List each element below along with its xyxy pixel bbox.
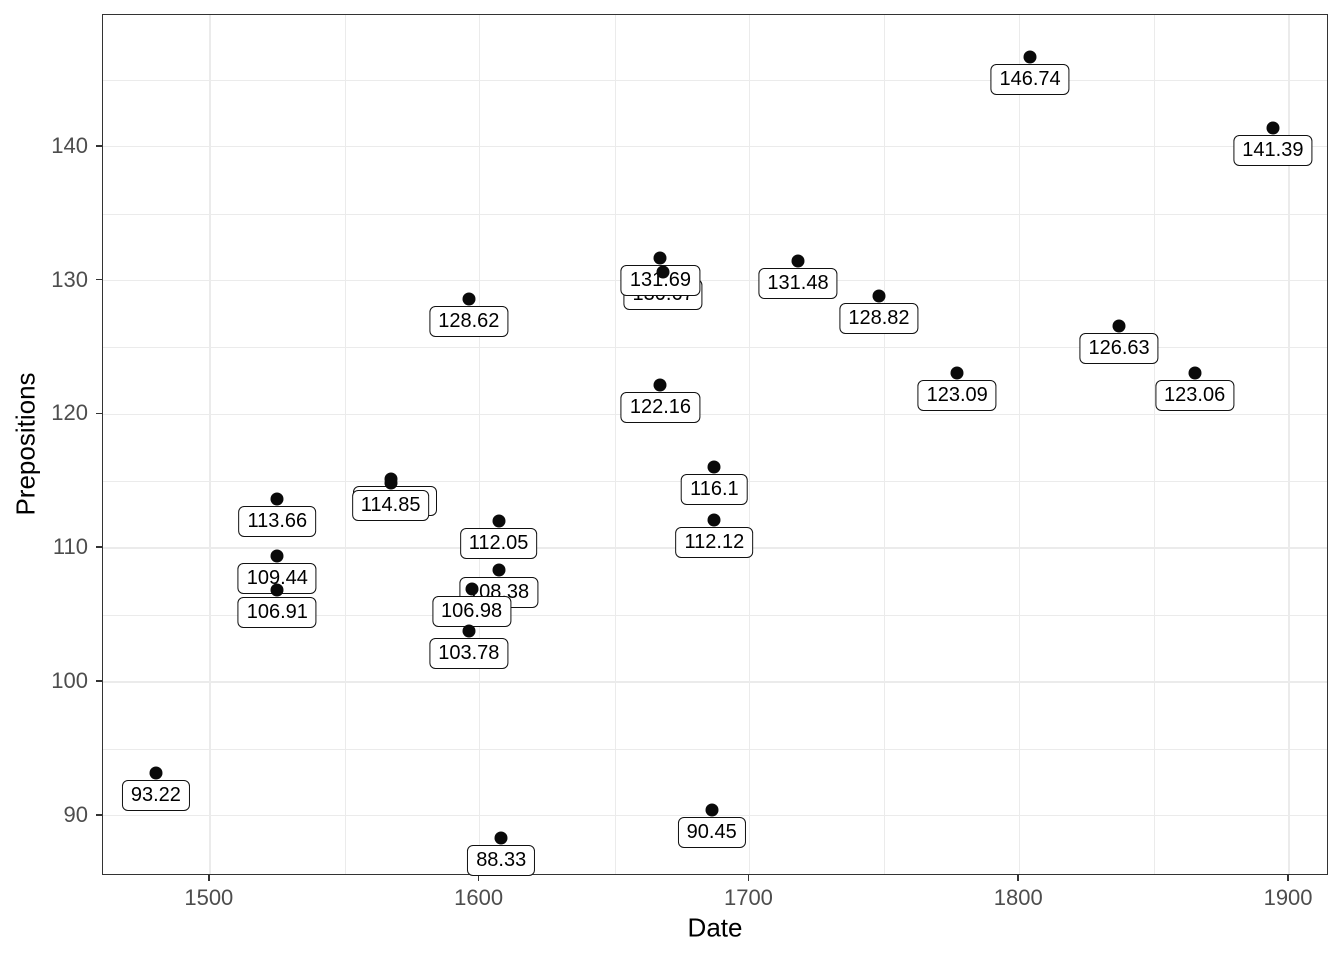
point-label: 93.22	[121, 779, 190, 811]
data-point	[1188, 366, 1202, 380]
point-label: 106.91	[237, 596, 317, 628]
data-point	[462, 292, 476, 306]
point-label: 116.1	[681, 473, 748, 505]
data-point	[707, 460, 721, 474]
data-point	[950, 366, 964, 380]
data-point	[270, 492, 284, 506]
x-tick-label: 1600	[454, 885, 504, 910]
x-axis-tick	[747, 875, 750, 881]
major-gridline-v	[209, 15, 211, 874]
x-tick-label: 1700	[723, 885, 773, 910]
data-point	[462, 624, 476, 638]
minor-gridline-h	[103, 615, 1327, 616]
x-axis-title: Date	[687, 912, 743, 943]
y-axis-title: Prepositions	[10, 372, 41, 516]
major-gridline-v	[748, 15, 751, 874]
data-point	[1023, 50, 1037, 64]
data-point	[1266, 121, 1280, 135]
x-tick-label: 1500	[184, 885, 234, 910]
data-point	[653, 251, 667, 265]
y-tick-label: 130	[51, 266, 88, 292]
data-point	[494, 831, 508, 845]
point-label: 131.69	[620, 264, 700, 296]
minor-gridline-h	[103, 213, 1327, 215]
data-point	[653, 378, 667, 392]
point-label: 123.06	[1155, 380, 1235, 412]
major-gridline-h	[103, 815, 1327, 817]
y-axis-tick	[96, 412, 102, 415]
y-axis-tick	[96, 546, 102, 548]
x-axis-tick	[1287, 875, 1289, 881]
major-gridline-h	[103, 681, 1327, 683]
minor-gridline-h	[103, 748, 1327, 750]
y-axis-tick	[96, 813, 102, 816]
x-tick-label: 1800	[993, 885, 1043, 910]
y-axis-tick	[96, 680, 102, 682]
point-label: 122.16	[620, 392, 700, 424]
data-point	[707, 513, 721, 527]
y-tick-label: 90	[63, 801, 88, 827]
y-tick-label: 100	[51, 667, 88, 693]
y-axis-tick	[96, 144, 102, 147]
major-gridline-h	[103, 146, 1327, 148]
data-point	[492, 563, 506, 577]
minor-gridline-h	[103, 347, 1327, 349]
point-label: 131.48	[758, 267, 838, 299]
x-axis-tick	[1017, 875, 1020, 881]
point-label: 88.33	[467, 845, 536, 877]
minor-gridline-v	[1154, 15, 1155, 874]
x-tick-label: 1900	[1263, 885, 1313, 910]
major-gridline-h	[103, 413, 1327, 416]
major-gridline-v	[1288, 15, 1290, 874]
plot-panel: 93.22 113.66 109.44 106.91 114.85 128.62 103.7…	[102, 14, 1328, 877]
x-axis-tick	[208, 875, 210, 881]
x-axis-tick	[477, 875, 480, 881]
y-tick-label: 140	[51, 132, 88, 158]
minor-gridline-v	[614, 15, 616, 874]
data-point	[465, 582, 479, 596]
point-label: 128.82	[839, 303, 919, 335]
point-label: 103.78	[429, 638, 509, 670]
y-tick-label: 110	[52, 534, 88, 560]
point-label: 128.62	[429, 306, 509, 338]
minor-gridline-v	[344, 15, 346, 874]
data-point	[1112, 319, 1126, 333]
point-label: 126.63	[1079, 332, 1159, 364]
point-label: 114.85	[351, 490, 430, 522]
data-point	[149, 766, 163, 780]
point-label: 90.45	[677, 816, 746, 848]
data-point	[270, 549, 284, 563]
data-point	[656, 265, 670, 279]
y-axis-tick	[96, 278, 102, 281]
y-tick-label: 120	[51, 400, 88, 426]
point-label: 123.09	[917, 380, 997, 412]
data-point	[492, 514, 506, 528]
major-gridline-v	[1018, 15, 1020, 874]
point-label: 112.05	[459, 527, 538, 559]
data-point	[872, 289, 886, 303]
major-gridline-v	[478, 15, 481, 874]
data-points-layer	[103, 15, 1327, 874]
point-label: 146.74	[990, 63, 1070, 95]
data-point	[384, 476, 398, 490]
minor-gridline-h	[103, 79, 1327, 81]
minor-gridline-v	[884, 15, 886, 874]
point-label: 141.39	[1233, 135, 1313, 167]
data-point	[705, 803, 719, 817]
data-point	[791, 254, 805, 268]
point-label: 106.98	[431, 595, 512, 627]
point-label: 112.12	[675, 526, 754, 558]
major-gridline-h	[103, 279, 1327, 282]
point-label: 113.66	[238, 506, 317, 538]
data-point	[270, 583, 284, 597]
